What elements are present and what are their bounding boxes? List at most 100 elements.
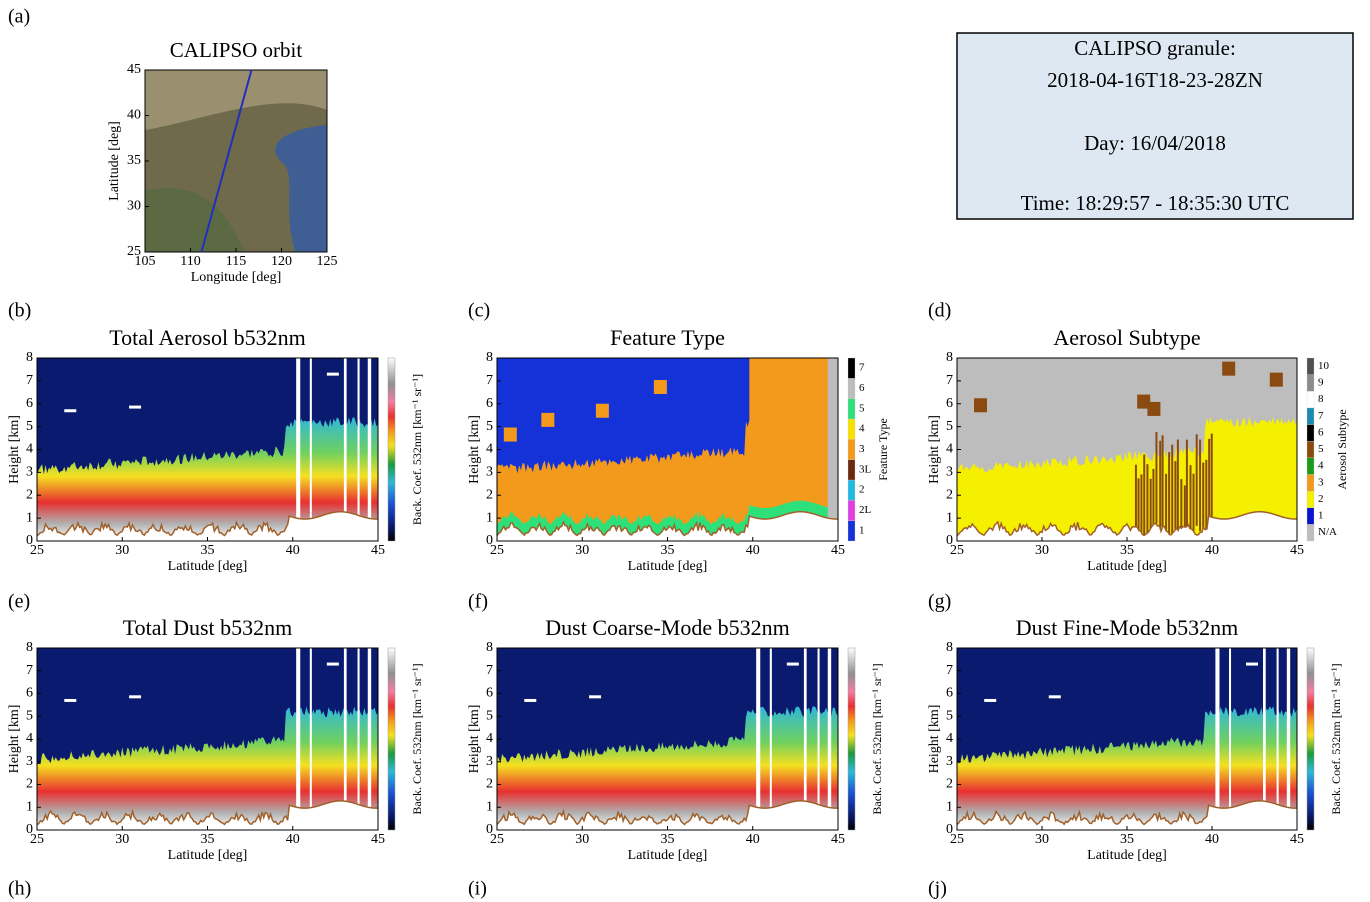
- cloud-patch: [786, 662, 799, 666]
- y-tick-label: 1: [26, 799, 33, 814]
- x-tick-label: 35: [1120, 832, 1134, 847]
- y-tick-label: 6: [486, 686, 493, 701]
- colorbar-tick-label: 7: [1318, 410, 1324, 422]
- y-tick-label: 1: [946, 510, 953, 525]
- y-tick-label: 2: [946, 777, 953, 792]
- x-tick-label: 40: [746, 543, 760, 558]
- x-tick-label: 30: [1035, 832, 1049, 847]
- y-tick-label: 8: [946, 640, 953, 655]
- colorbar-label: Aerosol Subtype: [1335, 409, 1349, 489]
- y-tick-label: 2: [486, 777, 493, 792]
- curtain-image: [497, 648, 838, 830]
- missing-profile: [1276, 648, 1279, 830]
- colorbar-swatch: [847, 479, 856, 501]
- colorbar-swatch: [1306, 524, 1315, 542]
- y-tick-label: 8: [26, 350, 33, 365]
- x-tick-label: 30: [575, 543, 589, 558]
- info-line: 2018-04-16T18-23-28ZN: [1047, 68, 1263, 92]
- y-tick-label: 4: [946, 731, 953, 746]
- surface-line: [37, 800, 378, 826]
- colorbar-tick-label: 9: [1318, 376, 1324, 388]
- smoke-stripe: [1146, 464, 1149, 541]
- smoke-stripe: [1176, 439, 1179, 532]
- smoke-stripe: [1149, 478, 1152, 541]
- x-tick-label: 35: [201, 832, 215, 847]
- smoke-stripe: [1189, 465, 1192, 541]
- y-tick-label: 5: [946, 708, 953, 723]
- y-tick-label: 0: [26, 822, 33, 837]
- chart-title: Total Aerosol b532nm: [109, 325, 305, 350]
- colorbar-swatch: [1306, 507, 1315, 525]
- cloud-patch: [1246, 662, 1258, 666]
- orbit-track: [200, 69, 253, 253]
- smoke-stripe: [1171, 444, 1174, 537]
- y-tick-label: 6: [26, 686, 33, 701]
- x-tick-label: 40: [1205, 543, 1219, 558]
- cloud-patch: [524, 698, 537, 702]
- y-tick-label: 35: [127, 153, 141, 168]
- y-tick-label: 1: [946, 799, 953, 814]
- colorbar-tick-label: N/A: [1318, 526, 1337, 538]
- cloud-patch: [64, 698, 77, 702]
- x-tick-label: 30: [575, 832, 589, 847]
- y-tick-label: 25: [127, 244, 141, 259]
- colorbar-tick-label: 2L: [859, 504, 872, 516]
- smoke-stripe: [1174, 461, 1177, 541]
- panel-label: (e): [8, 591, 30, 613]
- missing-profile: [343, 358, 347, 541]
- smoke-patch: [1137, 394, 1151, 409]
- smoke-stripe: [1134, 464, 1137, 541]
- colorbar-tick-label: 3: [1318, 476, 1324, 488]
- y-tick-label: 2: [946, 487, 953, 502]
- aerosol-layer: [497, 706, 838, 825]
- x-axis-label: Latitude [deg]: [168, 559, 248, 574]
- x-tick-label: 35: [661, 543, 675, 558]
- curtain-image: [957, 648, 1297, 830]
- smoke-stripe: [1168, 452, 1171, 541]
- surface-line: [497, 510, 838, 537]
- x-tick-label: 40: [286, 543, 300, 558]
- info-line: Time: 18:29:57 - 18:35:30 UTC: [1021, 191, 1290, 215]
- missing-profile: [296, 358, 301, 541]
- smoke-stripe: [1165, 473, 1168, 541]
- surface-layer: [497, 500, 838, 536]
- y-axis-label: Height [km]: [7, 705, 22, 774]
- cloud-patch: [326, 372, 339, 376]
- smoke-stripe: [1205, 459, 1208, 541]
- y-tick-label: 3: [946, 465, 953, 480]
- x-tick-label: 30: [1035, 543, 1049, 558]
- chart-title: Dust Coarse-Mode b532nm: [545, 615, 789, 640]
- smoke-stripe: [1161, 435, 1164, 527]
- y-axis-label: Height [km]: [927, 415, 942, 484]
- chart-title: Feature Type: [610, 325, 725, 350]
- panel-label: (h): [8, 878, 31, 900]
- info-line: CALIPSO granule:: [1074, 36, 1236, 60]
- smoke-patch: [1222, 361, 1236, 376]
- aerosol-patch: [503, 427, 517, 442]
- x-axis-label: Latitude [deg]: [168, 848, 248, 863]
- panel-label: (f): [468, 591, 488, 613]
- ground: [497, 800, 838, 830]
- panel-label: (g): [928, 591, 951, 613]
- y-tick-label: 8: [26, 640, 33, 655]
- cloud-patch: [1048, 695, 1061, 699]
- y-tick-label: 7: [26, 663, 33, 678]
- y-tick-label: 2: [26, 487, 33, 502]
- y-tick-label: 5: [486, 708, 493, 723]
- cloud-patch: [984, 698, 997, 702]
- x-tick-label: 45: [1290, 832, 1304, 847]
- smoke-stripe: [1199, 439, 1202, 532]
- x-tick-label: 120: [271, 254, 292, 269]
- colorbar-tick-label: 6: [1318, 426, 1324, 438]
- x-tick-label: 45: [1290, 543, 1304, 558]
- chart-title: Aerosol Subtype: [1053, 325, 1200, 350]
- ground: [37, 800, 378, 830]
- colorbar-tick-label: 5: [1318, 443, 1324, 455]
- colorbar-label: Back. Coef. 532nm [km⁻¹ sr⁻¹]: [410, 663, 424, 814]
- smoke-stripe: [1195, 434, 1198, 526]
- colorbar-tick-label: 3: [859, 443, 865, 455]
- panel-label: (b): [8, 300, 31, 322]
- panel-label: (d): [928, 300, 951, 322]
- x-tick-label: 25: [490, 832, 504, 847]
